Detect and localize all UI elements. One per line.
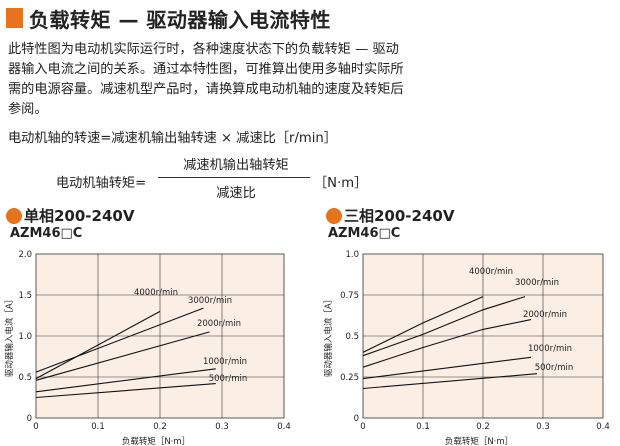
y-tick-label: 0 xyxy=(354,414,359,424)
chart-three-phase: 0 0.1 0.2 0.3 0.4 0 0.25 0.5 0.75 1.0 4000r/min300… xyxy=(323,250,610,446)
intro-paragraph: 此特性图为电动机实际运行时，各种速度状态下的负载转矩 — 驱动 器输入电流之间的… xyxy=(8,40,478,120)
chart-single-phase: 0 0.1 0.2 0.3 0.4 0 0.5 1.0 1.5 2.0 4000r/min 3000r… xyxy=(4,250,291,446)
series-line xyxy=(362,356,532,380)
intro-line: 参阅。 xyxy=(8,102,48,117)
y-tick-label: 1.5 xyxy=(18,291,32,301)
series-label: 3000r/min xyxy=(188,296,232,306)
y-tick-label: 1.0 xyxy=(18,332,32,342)
fraction-bar xyxy=(158,177,310,178)
speed-formula: 电动机轴的转速=减速机输出轴转速 × 减速比［r/min］ xyxy=(8,131,337,146)
x-tick-label: 0.1 xyxy=(91,422,105,432)
title-square-icon xyxy=(6,8,23,28)
torque-formula-numerator: 减速机输出轴转矩 xyxy=(183,158,289,173)
series-label: 3000r/min xyxy=(515,278,559,288)
y-tick-label: 1.0 xyxy=(345,250,359,260)
x-tick-label: 0.1 xyxy=(416,422,430,432)
series-line xyxy=(35,307,204,373)
x-tick-label: 0.4 xyxy=(277,422,291,432)
chart-model-label: AZM46□C xyxy=(328,226,401,241)
series-label: 2000r/min xyxy=(197,319,241,329)
series-line xyxy=(362,296,484,353)
torque-formula-left: 电动机轴转矩= xyxy=(56,176,147,191)
y-axis-label: 驱动器输入电流［A］ xyxy=(4,295,15,377)
intro-line: 需的电源容量。减速机型产品时，请换算成电动机轴的速度及转矩后 xyxy=(8,82,404,97)
series-label: 2000r/min xyxy=(523,310,567,320)
series-label: 500r/min xyxy=(535,363,574,373)
y-tick-label: 0.5 xyxy=(18,373,32,383)
y-tick-label: 0.5 xyxy=(345,332,359,342)
torque-formula-denominator: 减速比 xyxy=(216,186,256,201)
series-line xyxy=(362,296,526,357)
x-axis-label: 负载转矩［N·m］ xyxy=(122,436,190,446)
series-line xyxy=(362,319,532,368)
y-tick-label: 0.25 xyxy=(340,373,359,383)
series-label: 1000r/min xyxy=(528,344,572,354)
x-tick-label: 0.2 xyxy=(476,422,490,432)
chart-model-label: AZM46□C xyxy=(10,226,83,241)
chart-heading-single-phase: 单相200-240V xyxy=(6,205,134,226)
series-line xyxy=(35,368,216,393)
x-tick-label: 0.2 xyxy=(153,422,167,432)
intro-line: 器输入电流之间的关系。通过本特性图，可推算出使用多轴时实际所 xyxy=(8,62,404,77)
x-tick-label: 0.3 xyxy=(215,422,229,432)
series-label: 4000r/min xyxy=(134,288,178,298)
y-tick-label: 2.0 xyxy=(18,250,32,260)
intro-line: 此特性图为电动机实际运行时，各种速度状态下的负载转矩 — 驱动 xyxy=(8,42,399,57)
page-title: 负载转矩 — 驱动器输入电流特性 xyxy=(6,2,331,34)
torque-formula-unit: ［N·m］ xyxy=(314,176,368,191)
y-tick-label: 0.75 xyxy=(340,291,359,301)
bullet-dot-icon xyxy=(326,207,342,224)
x-tick-label: 0.4 xyxy=(596,422,610,432)
x-tick-label: 0 xyxy=(33,422,38,432)
series-line xyxy=(35,383,216,399)
series-label: 4000r/min xyxy=(469,267,513,277)
bullet-dot-icon xyxy=(6,207,22,224)
series-label: 1000r/min xyxy=(203,357,247,367)
series-line xyxy=(35,331,210,381)
x-axis-label: 负载转矩［N·m］ xyxy=(445,436,513,446)
chart-heading-text: 单相200-240V xyxy=(24,207,135,225)
x-tick-label: 0.3 xyxy=(536,422,550,432)
series-line xyxy=(35,310,161,380)
x-tick-label: 0 xyxy=(360,422,365,432)
page-title-text: 负载转矩 — 驱动器输入电流特性 xyxy=(29,7,331,32)
y-axis-label: 驱动器输入电流［A］ xyxy=(323,295,334,377)
y-tick-label: 0 xyxy=(27,414,32,424)
series-line xyxy=(362,373,538,390)
chart-heading-three-phase: 三相200-240V xyxy=(326,205,454,226)
series-label: 500r/min xyxy=(209,374,248,384)
chart-heading-text: 三相200-240V xyxy=(344,207,455,225)
